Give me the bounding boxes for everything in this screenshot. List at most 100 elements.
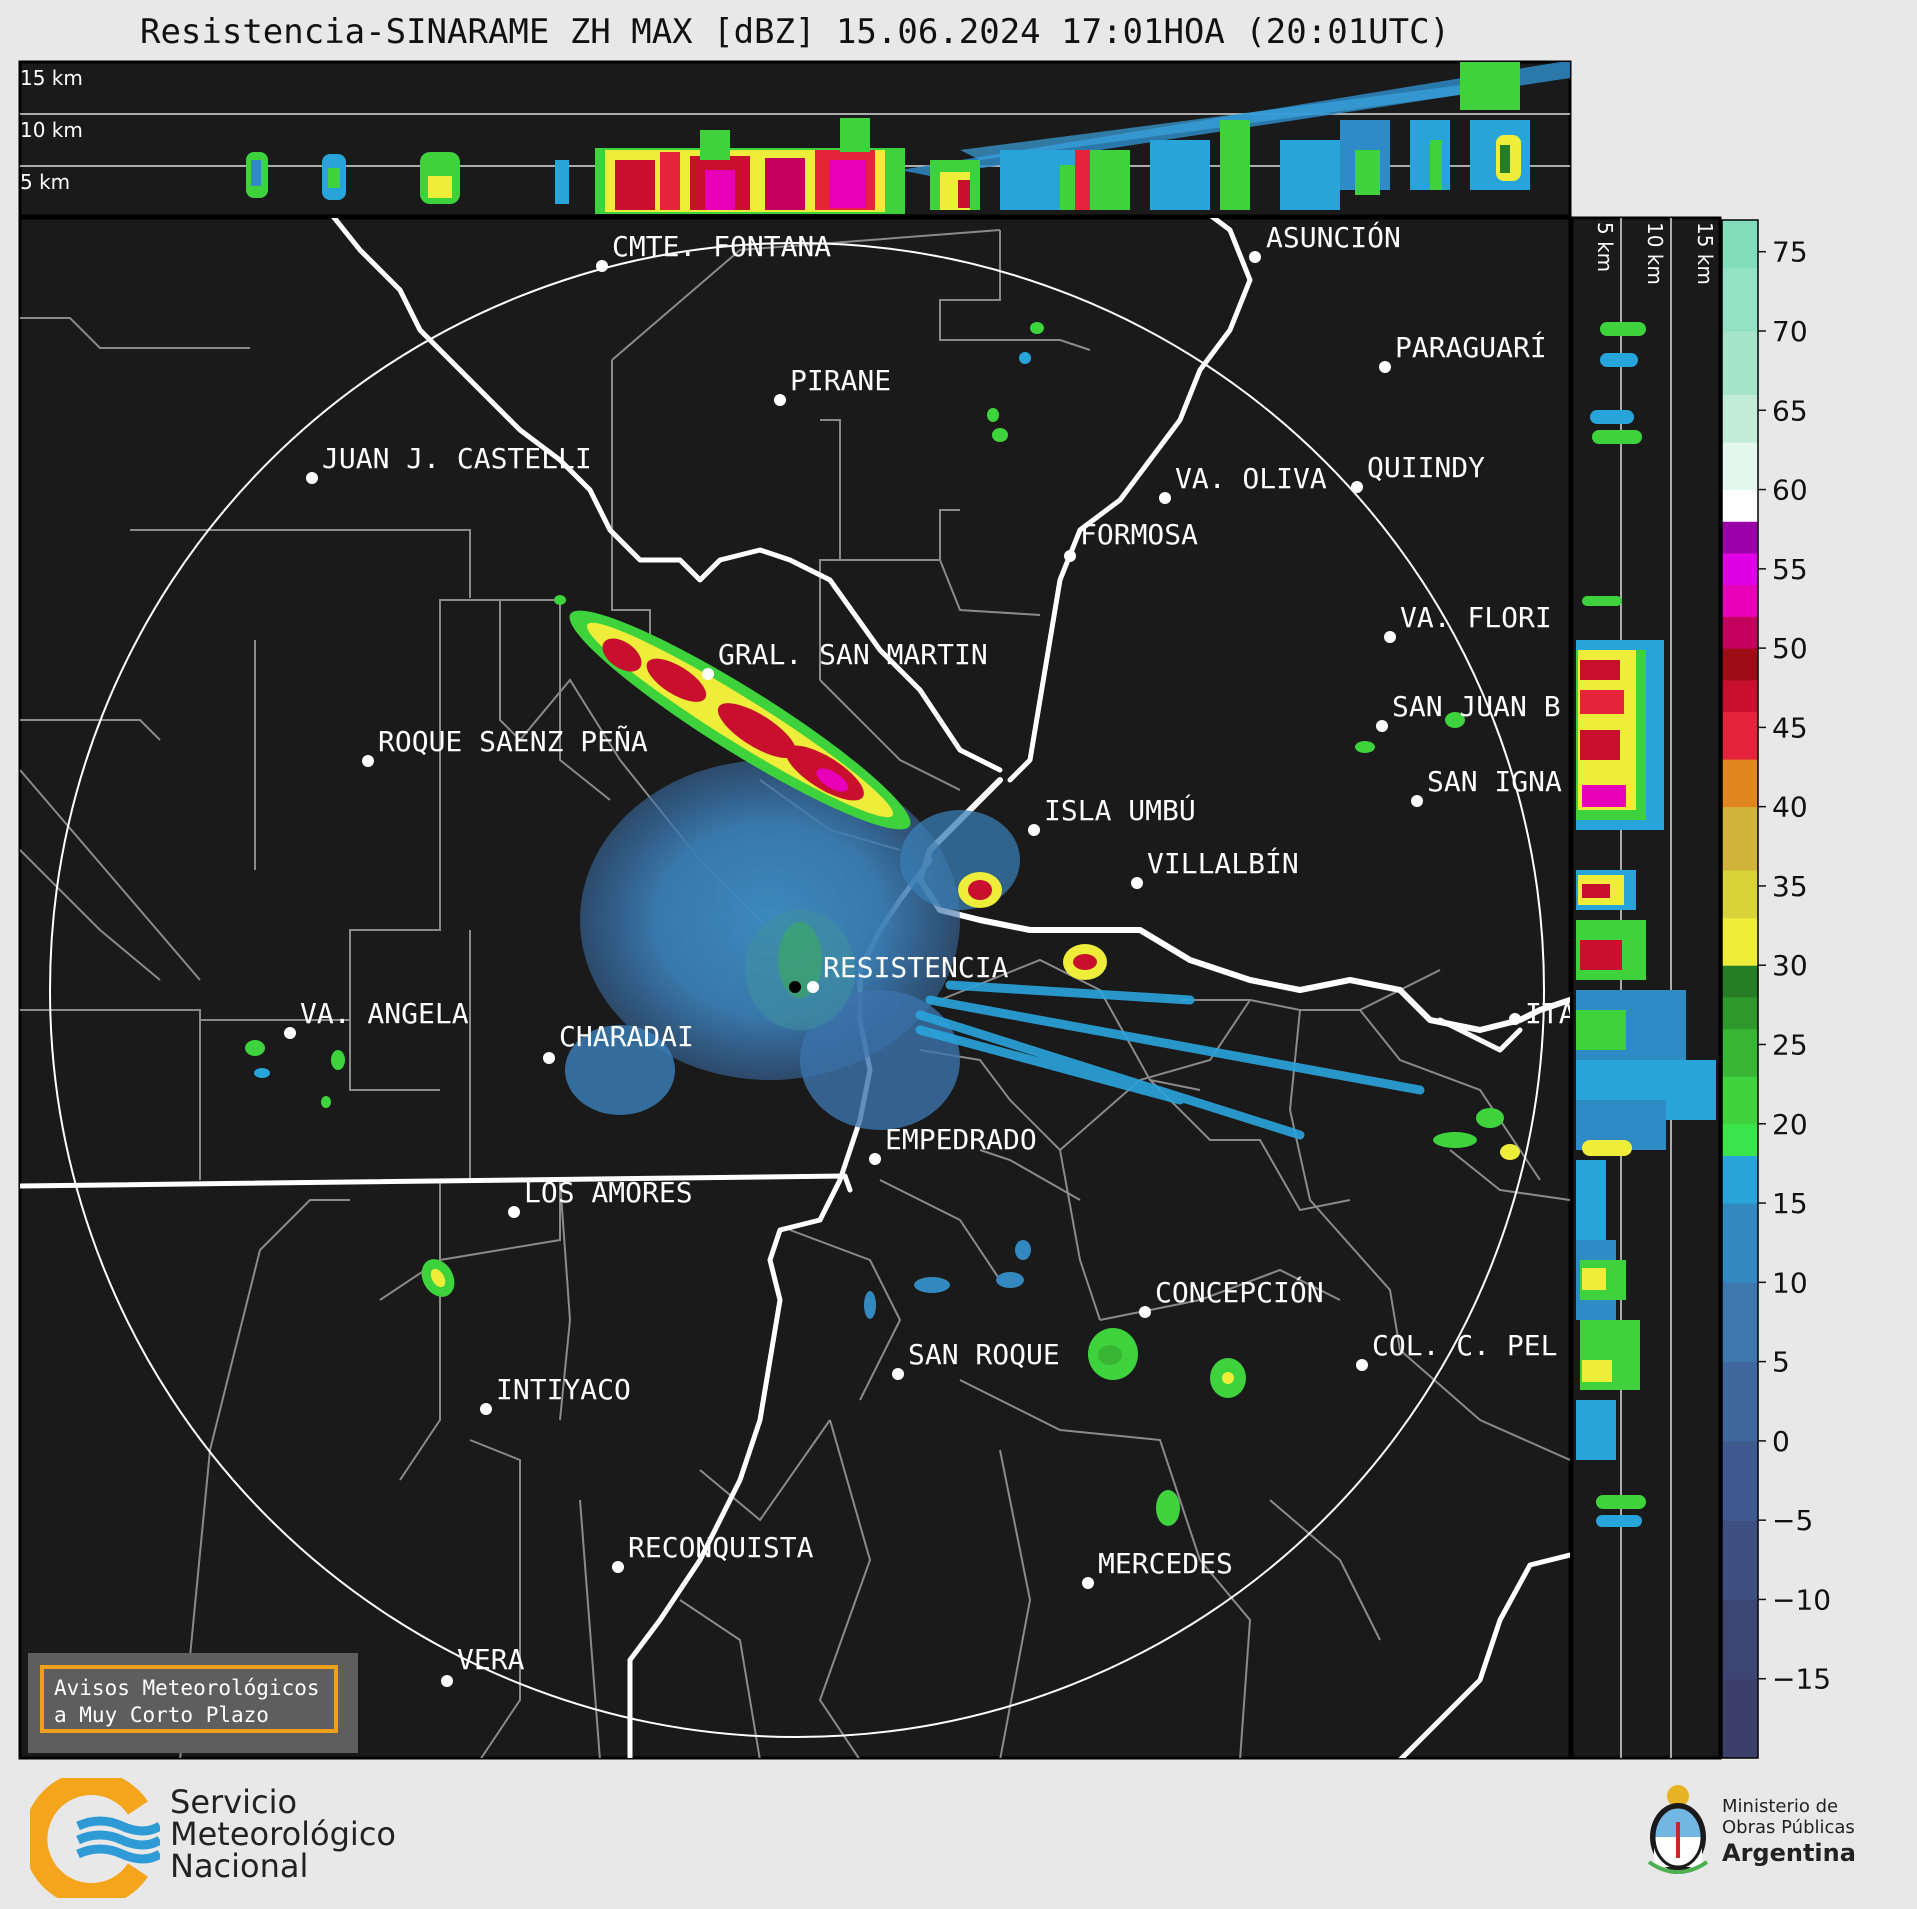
colorbar-band — [1722, 1282, 1758, 1363]
colorbar-band — [1722, 1520, 1758, 1600]
side-height-panel: 5 km 10 km 15 km — [1570, 216, 1722, 1760]
colorbar-band — [1722, 1440, 1758, 1521]
ministry-line-1: Ministerio de — [1722, 1796, 1839, 1817]
colorbar-tick-label: 25 — [1772, 1028, 1808, 1061]
city-label-empedrado: EMPEDRADO — [885, 1123, 1037, 1156]
ministry-line-3: Argentina — [1722, 1839, 1856, 1867]
colorbar-band — [1722, 648, 1758, 681]
colorbar-tick-label: 30 — [1772, 949, 1808, 982]
top-height-panel: 15 km 10 km 5 km — [18, 60, 1572, 218]
colorbar-band — [1722, 996, 1758, 1030]
side-label-5km: 5 km — [1593, 222, 1617, 272]
city-label-charadai: CHARADAI — [559, 1020, 694, 1053]
side-label-10km: 10 km — [1643, 222, 1667, 285]
colorbar-band — [1722, 521, 1758, 554]
ministry-line-2: Obras Públicas — [1722, 1817, 1855, 1838]
colorbar-band — [1722, 1599, 1758, 1680]
colorbar-band — [1722, 1678, 1758, 1759]
city-label-villalbin: VILLALBÍN — [1147, 846, 1299, 880]
city-label-isla-umbu: ISLA UMBÚ — [1044, 793, 1196, 827]
colorbar-tick-label: 45 — [1772, 711, 1808, 744]
city-label-asuncion: ASUNCIÓN — [1266, 220, 1401, 254]
colorbar-band — [1722, 1076, 1758, 1125]
radar-map-panel: CMTE. FONTANA ASUNCIÓN PIRANE PARAGUARÍ … — [18, 216, 1572, 1760]
smn-line-2: Meteorológico — [170, 1815, 396, 1853]
colorbar-tick-label: 35 — [1772, 870, 1808, 903]
colorbar-tick-label: 5 — [1772, 1346, 1790, 1379]
smn-line-3: Nacional — [170, 1847, 309, 1885]
colorbar-band — [1722, 441, 1758, 491]
colorbar-tick-label: −10 — [1772, 1583, 1831, 1616]
city-label-resistencia: RESISTENCIA — [823, 951, 1009, 984]
city-label-los-amores: LOS AMORES — [524, 1176, 693, 1209]
city-label-roque-saenz-pena: ROQUE SAENZ PEÑA — [378, 724, 648, 758]
colorbar-tick-label: 15 — [1772, 1187, 1808, 1220]
side-echo-profile — [1576, 322, 1716, 1527]
colorbar-band — [1722, 552, 1758, 586]
colorbar-tick-label: 70 — [1772, 315, 1808, 348]
ministry-name: Ministerio de Obras Públicas Argentina — [1722, 1796, 1856, 1868]
city-label-gral-san-martin: GRAL. SAN MARTIN — [718, 638, 988, 671]
colorbar-tick-label: 50 — [1772, 632, 1808, 665]
colorbar-band — [1722, 489, 1758, 522]
colorbar-band — [1722, 267, 1758, 332]
city-label-concepcion: CONCEPCIÓN — [1155, 1275, 1324, 1309]
colorbar-band — [1722, 679, 1758, 713]
city-label-pirane: PIRANE — [790, 364, 891, 397]
side-label-15km: 15 km — [1693, 222, 1717, 285]
colorbar-band — [1722, 711, 1758, 760]
radar-echoes — [245, 322, 1520, 1526]
map-title: Resistencia-SINARAME ZH MAX [dBZ] 15.06.… — [139, 12, 1451, 52]
colorbar-tick-label: 75 — [1772, 236, 1808, 269]
colorbar-tick-label: −5 — [1772, 1504, 1813, 1537]
colorbar-band — [1722, 759, 1758, 808]
top-label-5km: 5 km — [20, 170, 70, 194]
city-label-formosa: FORMOSA — [1080, 518, 1198, 551]
city-label-intiyaco: INTIYACO — [496, 1373, 631, 1406]
colorbar-tick-label: 65 — [1772, 394, 1808, 427]
city-label-va-angela: VA. ANGELA — [300, 997, 469, 1030]
city-label-cmte-fontana: CMTE. FONTANA — [612, 230, 831, 263]
colorbar-band — [1722, 394, 1758, 443]
city-markers — [284, 251, 1521, 1687]
warning-box: Avisos Meteorológicos a Muy Corto Plazo — [28, 1653, 358, 1753]
warning-box-inner: Avisos Meteorológicos a Muy Corto Plazo — [40, 1665, 338, 1733]
city-label-san-juan-b: SAN JUAN B — [1392, 690, 1561, 723]
colorbar-band — [1722, 1028, 1758, 1077]
top-echo-profile — [246, 62, 1570, 214]
city-label-san-roque: SAN ROQUE — [908, 1338, 1060, 1371]
city-label-mercedes: MERCEDES — [1098, 1547, 1233, 1580]
city-label-quiindy: QUIINDY — [1367, 451, 1485, 484]
colorbar-tick-label: 40 — [1772, 791, 1808, 824]
range-ring — [49, 242, 1545, 1738]
colorbar-band — [1722, 965, 1758, 998]
colorbar-band — [1722, 584, 1758, 617]
top-label-10km: 10 km — [20, 118, 83, 142]
colorbar-tick-label: −15 — [1772, 1663, 1831, 1696]
colorbar-band — [1722, 330, 1758, 395]
colorbar-tick-label: 60 — [1772, 474, 1808, 507]
city-label-va-flori: VA. FLORI — [1400, 601, 1552, 634]
colorbar-band — [1722, 870, 1758, 919]
city-label-juan-j-castelli: JUAN J. CASTELLI — [322, 442, 592, 475]
top-label-15km: 15 km — [20, 66, 83, 90]
smn-name: Servicio Meteorológico Nacional — [170, 1786, 396, 1882]
warning-line-1: Avisos Meteorológicos — [54, 1676, 320, 1700]
colorbar-band — [1722, 1123, 1758, 1156]
colorbar-band — [1722, 1203, 1758, 1283]
colorbar-band — [1722, 616, 1758, 649]
colorbar-band — [1722, 1155, 1758, 1204]
smn-line-1: Servicio — [170, 1783, 298, 1821]
colorbar-band — [1722, 806, 1758, 871]
colorbar-band — [1722, 917, 1758, 966]
argentina-shield-icon — [1647, 1785, 1709, 1874]
colorbar-band — [1722, 1361, 1758, 1442]
colorbar-bands — [1722, 220, 1758, 1759]
city-label-paraguari: PARAGUARÍ — [1395, 330, 1547, 364]
colorbar-tick-label: 0 — [1772, 1425, 1790, 1458]
city-label-vera: VERA — [457, 1643, 525, 1676]
city-label-col-c-pel: COL. C. PEL — [1372, 1329, 1557, 1362]
city-label-va-oliva: VA. OLIVA — [1175, 462, 1327, 495]
